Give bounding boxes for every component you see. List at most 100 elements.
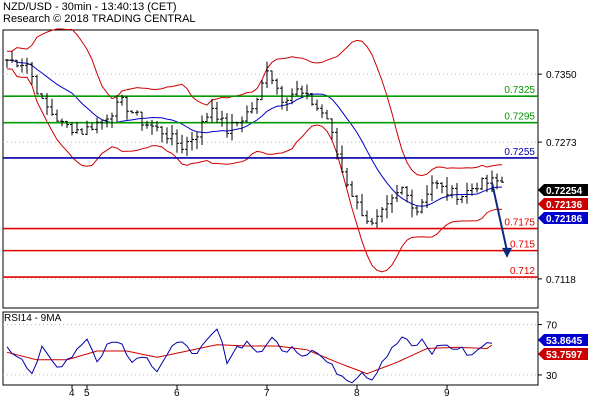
ohlc-bar: [405, 186, 409, 203]
rsi-tick-label: 70: [546, 321, 558, 332]
forecast-arrow-head: [502, 247, 512, 258]
chart-copyright: Research © 2018 TRADING CENTRAL: [3, 13, 196, 25]
ohlc-bar: [360, 193, 364, 217]
price-value-tag: 0.72254: [538, 184, 588, 197]
ohlc-bar: [295, 80, 299, 96]
ohlc-bar: [205, 112, 209, 123]
ohlc-bar: [440, 182, 444, 194]
chart-title: NZD/USD - 30min - 13:40:13 (CET): [3, 1, 177, 13]
ohlc-bar: [50, 98, 54, 116]
x-tick-label: 9: [444, 388, 450, 399]
ohlc-bar: [365, 210, 369, 225]
ohlc-bar: [125, 96, 129, 120]
ohlc-bar: [150, 119, 154, 135]
ohlc-bar: [450, 185, 454, 199]
value-tag-bg: [538, 334, 588, 346]
ohlc-bar: [465, 182, 469, 204]
level-label: 0.7325: [504, 85, 535, 96]
ohlc-bar: [460, 195, 464, 204]
ohlc-bar: [75, 122, 79, 134]
rsi-value-tag: 53.8645: [538, 334, 588, 347]
level-label: 0.7175: [504, 218, 535, 229]
ohlc-bar: [410, 189, 414, 218]
level-label: 0.715: [510, 240, 535, 251]
ohlc-bar: [385, 195, 389, 219]
ohlc-bar: [315, 99, 319, 111]
ohlc-bar: [225, 113, 229, 138]
rsi-ma-line: [6, 344, 493, 375]
ohlc-bar: [195, 131, 199, 150]
value-tag-label: 53.7597: [546, 350, 583, 361]
ohlc-bar: [395, 184, 399, 202]
rsi-title: RSI14 - 9MA: [4, 313, 62, 324]
ohlc-bar: [115, 95, 119, 123]
rsi-value-tag: 53.7597: [538, 348, 588, 361]
ohlc-bar: [345, 167, 349, 188]
ohlc-bar: [220, 110, 224, 127]
ohlc-bar: [130, 110, 134, 114]
rsi-frame: [2, 311, 539, 386]
ohlc-bar: [90, 122, 94, 131]
ohlc-bar: [25, 57, 29, 74]
ohlc-bar: [145, 120, 149, 129]
ohlc-bar: [175, 129, 179, 153]
ohlc-bar: [445, 177, 449, 201]
ohlc-bar: [270, 70, 274, 85]
x-tick-label: 7: [264, 388, 270, 399]
ohlc-bar: [185, 136, 189, 157]
ohlc-bar: [250, 102, 254, 114]
ohlc-bar: [245, 105, 249, 123]
ohlc-bar: [475, 182, 479, 193]
bollinger-upper: [6, 28, 503, 177]
forecast-arrow-shaft: [491, 182, 508, 252]
ohlc-bar: [65, 120, 69, 128]
ohlc-bar: [480, 177, 484, 191]
ohlc-bar: [180, 134, 184, 154]
ohlc-bar: [470, 183, 474, 196]
ohlc-bar: [265, 61, 269, 89]
bollinger-lower: [6, 68, 503, 273]
value-tag-bg: [538, 212, 588, 224]
ohlc-bar: [350, 181, 354, 197]
value-tag-bg: [538, 184, 588, 196]
ohlc-bar: [420, 199, 424, 214]
ohlc-bar: [485, 174, 489, 193]
ohlc-bar: [300, 85, 304, 98]
level-label: 0.7255: [504, 147, 535, 158]
ohlc-bar: [155, 120, 159, 132]
ohlc-bar: [340, 145, 344, 173]
rsi-panel: RSI14 - 9MA 70 30 53.8645 53.7597: [2, 311, 588, 386]
ohlc-bar: [105, 114, 109, 128]
ohlc-bar: [425, 185, 429, 209]
ohlc-bar: [120, 94, 124, 106]
ohlc-bar: [290, 88, 294, 105]
ohlc-bar: [190, 131, 194, 151]
ohlc-bar: [215, 102, 219, 123]
price-panel: 0.7350 0.7273 0.7118 0.7325 0.7295 0.7255 0.71…: [2, 28, 588, 309]
moving-average: [6, 59, 502, 207]
ohlc-bar: [400, 186, 404, 195]
ohlc-bar: [80, 128, 84, 135]
ohlc-bar: [240, 116, 244, 133]
ohlc-bar: [235, 121, 239, 127]
ohlc-bar: [15, 59, 19, 68]
ohlc-bar: [140, 111, 144, 131]
ohlc-bar: [330, 118, 334, 140]
price-tick-label: 0.7118: [546, 275, 576, 286]
ohlc-bar: [20, 58, 24, 73]
value-tag-label: 53.8645: [546, 336, 583, 347]
ohlc-bar: [455, 183, 459, 205]
value-tag-label: 0.72186: [546, 214, 583, 225]
x-tick-label: 6: [174, 388, 180, 399]
ohlc-bar: [380, 206, 384, 223]
price-value-tag: 0.72136: [538, 198, 588, 211]
ohlc-bar: [275, 78, 279, 95]
price-tick-label: 0.7350: [546, 70, 577, 81]
ohlc-bar: [10, 51, 14, 63]
ohlc-bar: [110, 112, 114, 129]
ohlc-bar: [30, 61, 34, 85]
ohlc-bar: [60, 118, 64, 127]
ohlc-bar: [325, 109, 329, 120]
